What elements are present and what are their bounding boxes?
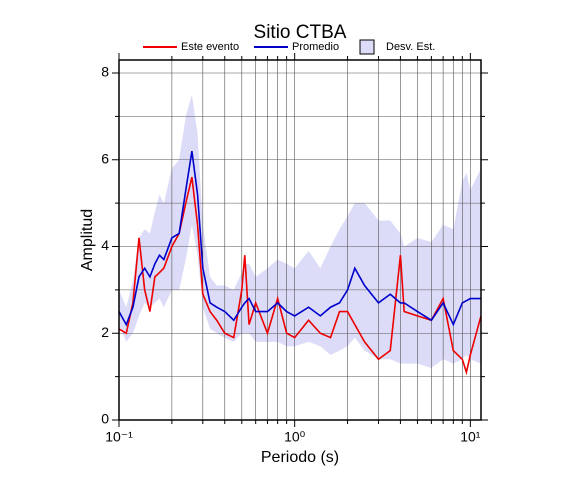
series-line	[118, 176, 482, 376]
x-axis-label: Periodo (s)	[261, 449, 339, 466]
plot-frame	[118, 59, 482, 421]
y-axis-label: Amplitud	[79, 209, 96, 271]
legend-label: Este evento	[181, 41, 239, 53]
y-tick-label: 8	[101, 64, 109, 80]
x-tick-label: 10¹	[460, 429, 481, 445]
legend-swatch	[359, 39, 375, 55]
series-line	[118, 150, 481, 327]
chart-title: Sitio CTBA	[254, 22, 347, 43]
std-band	[119, 94, 481, 368]
legend-label: Desv. Est.	[386, 41, 435, 53]
x-tick-label: 10⁰	[284, 429, 306, 445]
y-tick-label: 0	[101, 411, 109, 427]
y-tick-label: 2	[101, 324, 109, 340]
x-tick-label: 10⁻¹	[105, 429, 133, 445]
y-tick-label: 6	[101, 150, 109, 166]
y-tick-label: 4	[101, 237, 109, 253]
legend-label: Promedio	[292, 41, 339, 53]
